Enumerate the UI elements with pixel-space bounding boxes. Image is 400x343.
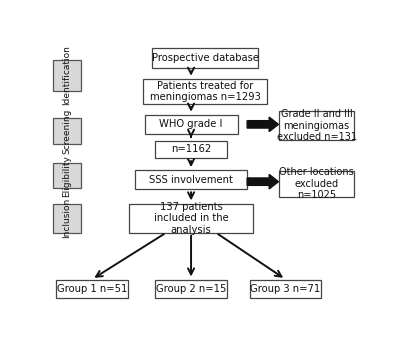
Text: WHO grade I: WHO grade I [159, 119, 223, 129]
FancyBboxPatch shape [279, 111, 354, 140]
Text: Grade II and III
meningiomas
excluded n=131: Grade II and III meningiomas excluded n=… [277, 109, 357, 142]
FancyBboxPatch shape [155, 280, 227, 298]
Text: SSS involvement: SSS involvement [149, 175, 233, 185]
FancyBboxPatch shape [144, 115, 238, 134]
Text: Patients treated for
meningiomas n=1293: Patients treated for meningiomas n=1293 [150, 81, 260, 102]
FancyBboxPatch shape [54, 118, 81, 143]
FancyBboxPatch shape [54, 204, 81, 233]
Text: Group 1 n=51: Group 1 n=51 [57, 284, 127, 294]
FancyBboxPatch shape [152, 48, 258, 68]
Text: 137 patients
included in the
analysis: 137 patients included in the analysis [154, 202, 228, 235]
FancyBboxPatch shape [250, 280, 321, 298]
Text: Screening: Screening [62, 108, 72, 154]
Text: Inclusion: Inclusion [62, 198, 72, 238]
FancyBboxPatch shape [54, 163, 81, 188]
FancyBboxPatch shape [56, 280, 128, 298]
FancyBboxPatch shape [54, 60, 81, 91]
Polygon shape [247, 174, 278, 189]
FancyBboxPatch shape [155, 141, 227, 158]
Text: n=1162: n=1162 [171, 144, 211, 154]
Text: Identification: Identification [62, 46, 72, 105]
Polygon shape [247, 117, 278, 132]
FancyBboxPatch shape [143, 79, 267, 104]
Text: Prospective database: Prospective database [152, 53, 258, 63]
FancyBboxPatch shape [129, 204, 253, 233]
Text: Other locations
excluded
n=1025: Other locations excluded n=1025 [279, 167, 354, 200]
Text: Eligibility: Eligibility [62, 155, 72, 197]
Text: Group 3 n=71: Group 3 n=71 [250, 284, 321, 294]
FancyBboxPatch shape [279, 170, 354, 197]
FancyBboxPatch shape [135, 170, 247, 189]
Text: Group 2 n=15: Group 2 n=15 [156, 284, 226, 294]
